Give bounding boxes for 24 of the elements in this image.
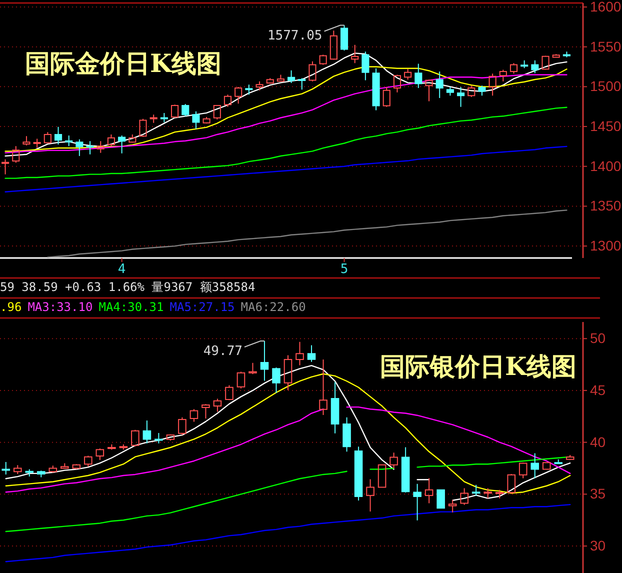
y-tick-label: 45	[590, 382, 606, 398]
text: MA6:22.60	[240, 300, 306, 314]
y-tick-label: 1350	[590, 198, 622, 214]
text: 59 38.59 +0.63 1.66% 量9367 额358584	[0, 280, 256, 294]
y-tick-label: 1300	[590, 238, 622, 254]
y-tick-label: 1600	[590, 0, 622, 14]
text: 国际银价日K线图	[380, 352, 577, 381]
y-tick-label: 1500	[590, 78, 622, 94]
x-tick-label: 5	[340, 262, 348, 278]
y-tick-label: 1400	[590, 158, 622, 174]
text: 国际金价日K线图	[25, 49, 222, 78]
x-tick-label: 4	[118, 262, 126, 278]
y-tick-label: 1550	[590, 38, 622, 54]
text: MA5:27.15	[170, 300, 235, 314]
y-tick-label: 40	[590, 434, 606, 450]
text: .96	[0, 300, 22, 314]
y-tick-label: 30	[590, 538, 606, 554]
y-tick-label: 50	[590, 330, 606, 346]
y-tick-label: 35	[590, 486, 606, 502]
text: MA4:30.31	[98, 300, 164, 314]
annotation: 1577.05	[267, 28, 322, 44]
text: MA3:33.10	[28, 300, 93, 314]
y-tick-label: 1450	[590, 118, 622, 134]
annotation: 49.77	[203, 344, 242, 359]
